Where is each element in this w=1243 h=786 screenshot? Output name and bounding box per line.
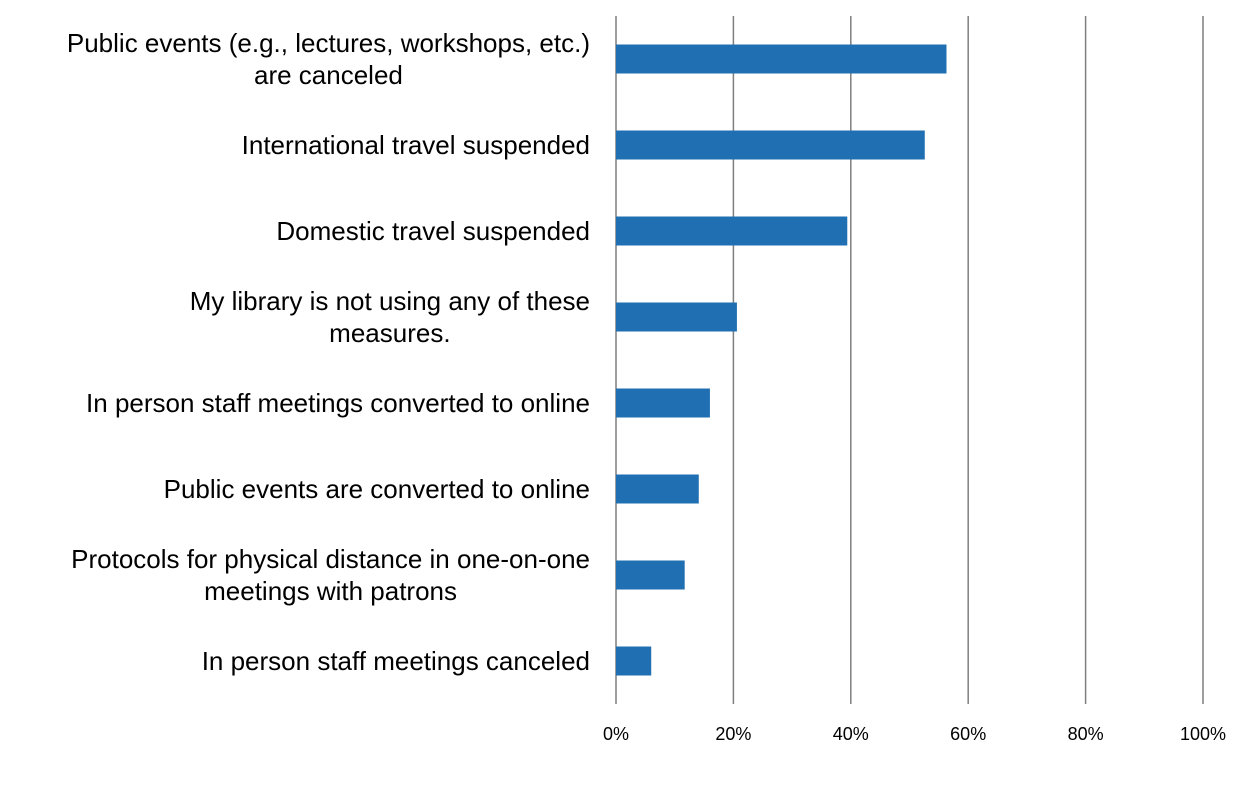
x-tick-label: 80% bbox=[1068, 724, 1104, 744]
category-label: In person staff meetings canceled bbox=[202, 646, 590, 676]
x-tick-label: 20% bbox=[715, 724, 751, 744]
bar bbox=[616, 560, 685, 590]
category-label: Public events (e.g., lectures, workshops… bbox=[67, 28, 590, 90]
bar bbox=[616, 44, 947, 74]
x-tick-label: 60% bbox=[950, 724, 986, 744]
category-label: Domestic travel suspended bbox=[276, 216, 590, 246]
bar bbox=[616, 216, 848, 246]
bar bbox=[616, 388, 710, 418]
x-tick-label: 100% bbox=[1180, 724, 1226, 744]
x-axis-ticks: 0% 20% 40% 60% 80% 100% bbox=[603, 724, 1226, 744]
category-labels: Public events (e.g., lectures, workshops… bbox=[67, 28, 590, 676]
x-tick-label: 0% bbox=[603, 724, 629, 744]
bars bbox=[616, 44, 947, 676]
gridlines bbox=[615, 16, 1204, 704]
bar bbox=[616, 302, 737, 332]
category-label: In person staff meetings converted to on… bbox=[86, 388, 590, 418]
category-label: Protocols for physical distance in one-o… bbox=[71, 544, 590, 606]
category-label: Public events are converted to online bbox=[164, 474, 590, 504]
bar bbox=[616, 646, 652, 676]
bar bbox=[616, 130, 925, 160]
bar bbox=[616, 474, 699, 504]
category-label: My library is not using any of these meas… bbox=[190, 286, 590, 348]
x-tick-label: 40% bbox=[833, 724, 869, 744]
category-label: International travel suspended bbox=[242, 130, 590, 160]
